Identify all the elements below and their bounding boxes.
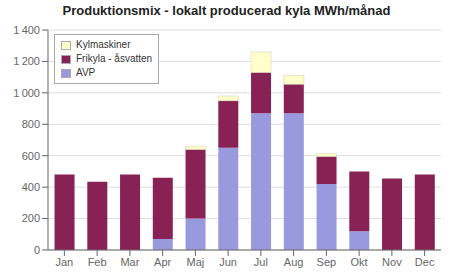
svg-text:1 400: 1 400 <box>13 24 40 36</box>
html-text:Kylmaskiner: Kylmaskiner <box>76 39 131 50</box>
svg-text:600: 600 <box>22 150 40 162</box>
svg-text:1 000: 1 000 <box>13 87 40 99</box>
svg-text:Dec: Dec <box>415 256 435 268</box>
svg-text:Feb: Feb <box>88 256 107 268</box>
svg-text:800: 800 <box>22 118 40 130</box>
svg-text:Jan: Jan <box>56 256 74 268</box>
svg-text:Nov: Nov <box>382 256 402 268</box>
svg-text:Mar: Mar <box>120 256 139 268</box>
svg-text:Maj: Maj <box>187 256 205 268</box>
svg-text:1 200: 1 200 <box>13 55 40 67</box>
svg-text:Aug: Aug <box>284 256 304 268</box>
svg-text:Okt: Okt <box>351 256 368 268</box>
svg-text:200: 200 <box>22 212 40 224</box>
svg-text:Apr: Apr <box>154 256 171 268</box>
svg-text:Jul: Jul <box>254 256 268 268</box>
html-text:Produktionsmix - lokalt produc: Produktionsmix - lokalt producerad kyla … <box>62 3 391 18</box>
svg-text:Sep: Sep <box>317 256 337 268</box>
html-text:AVP: AVP <box>76 67 96 78</box>
svg-text:0: 0 <box>34 244 40 256</box>
html-text:Frikyla - åsvatten: Frikyla - åsvatten <box>76 53 153 64</box>
svg-text:400: 400 <box>22 181 40 193</box>
svg-text:Jun: Jun <box>219 256 237 268</box>
